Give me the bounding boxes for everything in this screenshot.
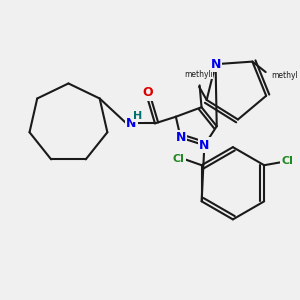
- Text: N: N: [199, 139, 210, 152]
- Text: methyl: methyl: [186, 70, 213, 79]
- Text: Cl: Cl: [173, 154, 185, 164]
- Text: N: N: [176, 131, 186, 144]
- Text: H: H: [133, 111, 142, 121]
- Text: N: N: [126, 117, 136, 130]
- Text: N: N: [210, 58, 221, 71]
- Text: O: O: [142, 86, 153, 100]
- Text: methyl: methyl: [272, 71, 298, 80]
- Text: Cl: Cl: [281, 156, 293, 167]
- Text: methyl: methyl: [184, 70, 211, 79]
